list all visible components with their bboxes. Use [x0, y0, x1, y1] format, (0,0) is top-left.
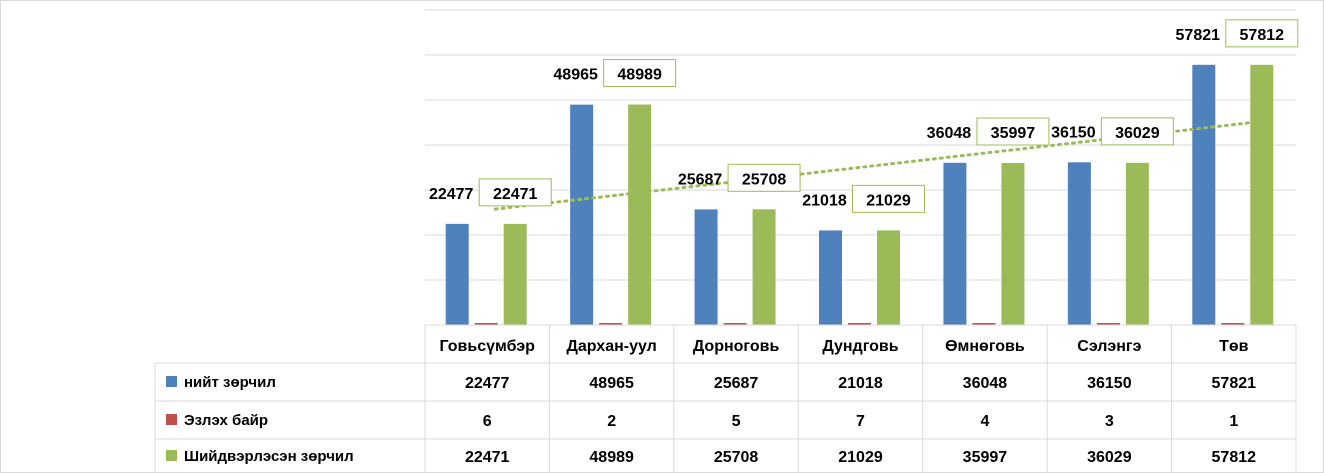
- legend-key-2: [166, 450, 177, 461]
- data-table: Говьсүмбэр Дархан-уул Дорноговь Дундговь Өмн…: [154, 324, 1297, 473]
- bar-s2-6: [1250, 64, 1274, 325]
- data-label-blue-4: 36048: [927, 125, 972, 142]
- table-cell-s0-6: 57821: [1212, 375, 1257, 392]
- table-cell-s0-0: 22477: [465, 375, 510, 392]
- data-label-blue-3: 21018: [802, 192, 847, 209]
- table-cell-s1-6: 1: [1229, 413, 1238, 430]
- category-label-4: Өмнөговь: [945, 338, 1025, 355]
- bar-s1-1: [599, 323, 623, 325]
- data-label-green-2: 25708: [742, 171, 787, 188]
- data-label-green-4: 35997: [991, 125, 1036, 142]
- bar-s0-3: [819, 230, 842, 325]
- bar-s0-6: [1192, 64, 1216, 326]
- bar-s2-1: [628, 104, 652, 325]
- table-cell-s2-4: 35997: [963, 449, 1008, 466]
- table-cell-s2-3: 21029: [838, 449, 883, 466]
- bar-s0-1: [570, 104, 594, 325]
- table-cell-s2-6: 57812: [1212, 449, 1257, 466]
- bar-s2-2: [752, 209, 776, 325]
- bar-s0-5: [1067, 162, 1091, 325]
- data-labels: 22477 22471 48965 48989 25687 25708 21018 21029…: [429, 19, 1299, 213]
- table-cell-s2-1: 48989: [589, 449, 634, 466]
- bar-s1-5: [1096, 323, 1120, 325]
- table-cell-s1-2: 5: [732, 413, 741, 430]
- data-label-box-3: [852, 184, 925, 213]
- data-label-box-6: [1225, 19, 1299, 48]
- data-label-box-5: [1100, 117, 1174, 146]
- category-label-3: Дундговь: [822, 338, 898, 355]
- table-cell-s1-0: 6: [483, 413, 492, 430]
- table-cell-s1-1: 2: [607, 413, 616, 430]
- data-label-blue-2: 25687: [678, 171, 723, 188]
- table-cell-s2-2: 25708: [714, 449, 759, 466]
- data-label-box-4: [976, 117, 1050, 146]
- table-cell-s0-1: 48965: [589, 375, 634, 392]
- legend-key-1: [166, 414, 177, 425]
- data-label-green-5: 36029: [1115, 125, 1160, 142]
- category-label-1: Дархан-уул: [566, 338, 656, 355]
- data-label-box-0: [478, 178, 552, 207]
- table-cell-s0-4: 36048: [963, 375, 1008, 392]
- table-cell-s0-3: 21018: [838, 375, 883, 392]
- bar-s2-5: [1125, 162, 1149, 325]
- data-label-green-0: 22471: [493, 186, 538, 203]
- legend-key-0: [166, 376, 177, 387]
- table-cell-s1-3: 7: [856, 413, 865, 430]
- bar-s1-3: [848, 323, 871, 325]
- table-cell-s2-5: 36029: [1087, 449, 1132, 466]
- bar-s1-4: [972, 323, 996, 325]
- bar-s1-0: [474, 323, 498, 325]
- data-label-green-3: 21029: [866, 192, 911, 209]
- bar-s0-4: [943, 162, 967, 325]
- bar-s0-2: [694, 209, 718, 325]
- bar-s2-3: [877, 230, 900, 325]
- legend-label-1: Эзлэх байр: [184, 412, 268, 429]
- data-label-green-6: 57812: [1240, 27, 1285, 44]
- data-label-green-1: 48989: [617, 67, 662, 84]
- category-label-2: Дорноговь: [693, 338, 780, 355]
- legend-label-2: Шийдвэрлэсэн зөрчил: [184, 448, 354, 465]
- table-cell-s1-5: 3: [1105, 413, 1114, 430]
- bar-s2-0: [503, 223, 527, 325]
- table-cell-s0-2: 25687: [714, 375, 759, 392]
- data-label-box-1: [603, 59, 677, 88]
- category-label-5: Сэлэнгэ: [1077, 338, 1141, 355]
- data-label-blue-0: 22477: [429, 186, 474, 203]
- category-label-0: Говьсүмбэр: [440, 338, 536, 355]
- table-cell-s0-5: 36150: [1087, 375, 1132, 392]
- bar-s1-2: [723, 323, 747, 325]
- data-label-blue-6: 57821: [1176, 27, 1221, 44]
- data-label-blue-1: 48965: [553, 67, 598, 84]
- bar-s1-6: [1221, 323, 1245, 325]
- data-label-box-2: [727, 163, 801, 192]
- category-label-6: Төв: [1219, 338, 1249, 355]
- bar-s2-4: [1001, 163, 1025, 325]
- table-cell-s1-4: 4: [980, 413, 989, 430]
- data-label-blue-5: 36150: [1051, 124, 1096, 141]
- table-cell-s2-0: 22471: [465, 449, 510, 466]
- legend-label-0: нийт зөрчил: [184, 374, 276, 391]
- bar-s0-0: [445, 223, 469, 325]
